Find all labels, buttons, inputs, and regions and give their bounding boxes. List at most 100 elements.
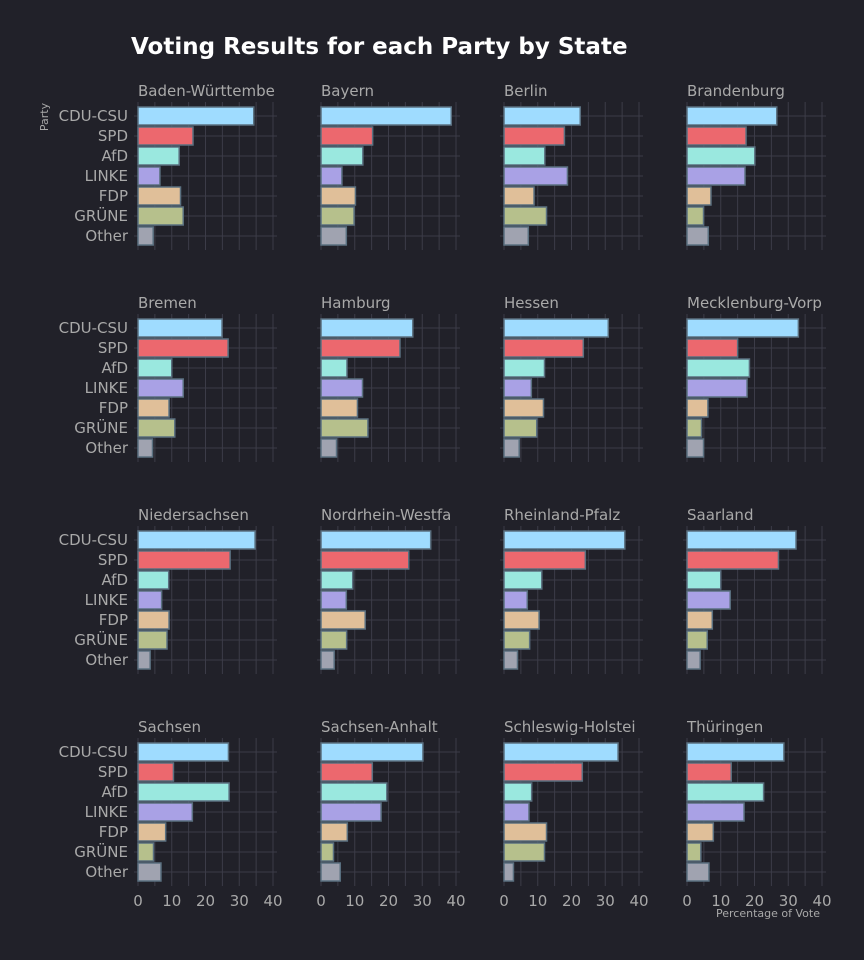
panel-title: Rheinland-Pfalz bbox=[504, 506, 620, 524]
bar-cducsu bbox=[137, 318, 223, 338]
bar-cducsu bbox=[686, 106, 778, 126]
bar-afd bbox=[320, 782, 388, 802]
bar-grne bbox=[686, 630, 708, 650]
x-tick-label: 30 bbox=[230, 892, 249, 910]
y-tick-label: CDU-CSU bbox=[59, 319, 128, 337]
x-tick-label: 0 bbox=[682, 892, 692, 910]
x-tick-label: 20 bbox=[379, 892, 398, 910]
y-tick-label: AfD bbox=[101, 571, 128, 589]
bar-spd bbox=[503, 126, 566, 146]
bar-spd bbox=[503, 762, 584, 782]
panel-title: Thüringen bbox=[686, 718, 763, 736]
bar-spd bbox=[320, 338, 401, 358]
bar-cducsu bbox=[137, 530, 256, 550]
x-tick-label: 30 bbox=[413, 892, 432, 910]
y-tick-label: SPD bbox=[98, 127, 128, 145]
bar-afd bbox=[686, 358, 751, 378]
bar-fdp bbox=[320, 610, 366, 630]
bar-linke bbox=[137, 802, 194, 822]
x-tick-label: 20 bbox=[196, 892, 215, 910]
panel-title: Baden-Württembe bbox=[138, 82, 275, 100]
panel-title: Nordrhein-Westfa bbox=[321, 506, 451, 524]
bar-cducsu bbox=[320, 106, 453, 126]
panel-title: Brandenburg bbox=[687, 82, 785, 100]
bar-grne bbox=[686, 206, 705, 226]
bar-spd bbox=[320, 550, 410, 570]
y-tick-label: GRÜNE bbox=[74, 842, 128, 861]
bar-afd bbox=[137, 782, 230, 802]
y-tick-label: LINKE bbox=[85, 379, 128, 397]
bar-other bbox=[503, 226, 530, 246]
bar-linke bbox=[320, 802, 382, 822]
bar-afd bbox=[686, 570, 722, 590]
bar-linke bbox=[503, 166, 569, 186]
bar-linke bbox=[320, 590, 348, 610]
bar-afd bbox=[686, 146, 756, 166]
bar-spd bbox=[137, 338, 229, 358]
y-axis-label: Party bbox=[38, 102, 51, 131]
bar-grne bbox=[503, 418, 538, 438]
bar-other bbox=[686, 862, 710, 882]
panel-title: Hessen bbox=[504, 294, 559, 312]
bar-fdp bbox=[686, 398, 709, 418]
panel-title: Saarland bbox=[687, 506, 753, 524]
chart-title: Voting Results for each Party by State bbox=[131, 34, 628, 60]
bar-cducsu bbox=[320, 742, 424, 762]
bar-grne bbox=[320, 206, 355, 226]
bar-linke bbox=[320, 378, 364, 398]
y-tick-label: LINKE bbox=[85, 591, 128, 609]
y-tick-label: LINKE bbox=[85, 167, 128, 185]
bar-linke bbox=[686, 166, 746, 186]
bar-fdp bbox=[320, 186, 357, 206]
bar-linke bbox=[686, 802, 745, 822]
bar-afd bbox=[320, 146, 364, 166]
bar-afd bbox=[503, 570, 543, 590]
bar-fdp bbox=[686, 822, 715, 842]
x-tick-label: 10 bbox=[345, 892, 364, 910]
bar-fdp bbox=[686, 186, 712, 206]
x-tick-label: 20 bbox=[562, 892, 581, 910]
bar-cducsu bbox=[503, 106, 582, 126]
bar-fdp bbox=[320, 398, 359, 418]
bar-spd bbox=[320, 126, 374, 146]
x-tick-label: 10 bbox=[528, 892, 547, 910]
bar-grne bbox=[503, 206, 548, 226]
bar-other bbox=[137, 438, 154, 458]
y-tick-label: SPD bbox=[98, 763, 128, 781]
bar-cducsu bbox=[137, 742, 230, 762]
bar-grne bbox=[686, 418, 703, 438]
y-tick-label: CDU-CSU bbox=[59, 531, 128, 549]
bar-grne bbox=[137, 630, 168, 650]
bar-afd bbox=[320, 570, 354, 590]
bar-cducsu bbox=[137, 106, 255, 126]
y-tick-label: AfD bbox=[101, 359, 128, 377]
bar-other bbox=[503, 650, 519, 670]
bar-linke bbox=[320, 166, 343, 186]
x-tick-label: 30 bbox=[596, 892, 615, 910]
y-tick-label: Other bbox=[85, 863, 128, 881]
panel-title: Mecklenburg-Vorp bbox=[687, 294, 822, 312]
x-tick-label: 20 bbox=[745, 892, 764, 910]
bar-other bbox=[686, 226, 710, 246]
bar-linke bbox=[503, 378, 533, 398]
x-tick-label: 40 bbox=[446, 892, 465, 910]
bar-fdp bbox=[137, 822, 167, 842]
y-tick-label: AfD bbox=[101, 783, 128, 801]
bar-fdp bbox=[503, 822, 548, 842]
bar-cducsu bbox=[503, 530, 626, 550]
bar-grne bbox=[137, 418, 176, 438]
bar-afd bbox=[137, 570, 170, 590]
x-tick-label: 0 bbox=[499, 892, 509, 910]
panel-title: Schleswig-Holstei bbox=[504, 718, 636, 736]
bar-afd bbox=[503, 146, 546, 166]
x-tick-label: 0 bbox=[133, 892, 143, 910]
bar-fdp bbox=[503, 610, 540, 630]
bar-spd bbox=[320, 762, 374, 782]
bar-linke bbox=[686, 378, 748, 398]
y-tick-label: Other bbox=[85, 651, 128, 669]
panel-title: Sachsen-Anhalt bbox=[321, 718, 438, 736]
bar-cducsu bbox=[503, 742, 619, 762]
x-tick-label: 30 bbox=[779, 892, 798, 910]
x-tick-label: 10 bbox=[711, 892, 730, 910]
bar-grne bbox=[137, 842, 155, 862]
